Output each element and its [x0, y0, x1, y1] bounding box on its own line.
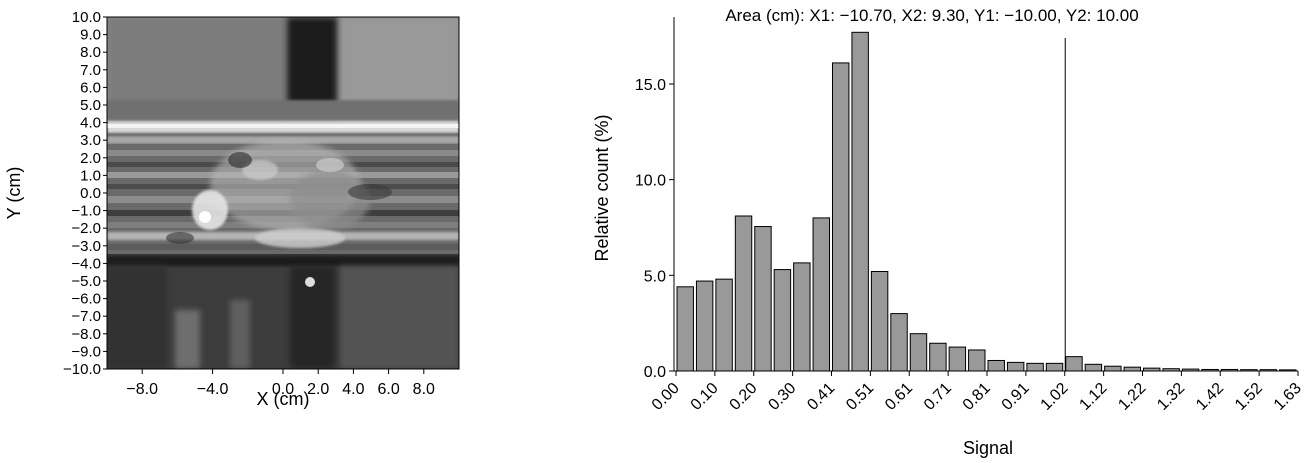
- histogram-x-axis-label: Signal: [963, 438, 1013, 458]
- histogram-x-tick-label: 1.52: [1232, 380, 1266, 414]
- heatmap-x-tick-label: −8.0: [126, 381, 158, 398]
- histogram-x-tick-label: 0.30: [765, 380, 799, 414]
- histogram-bar: [773, 269, 792, 372]
- histogram-bar: [812, 217, 830, 372]
- heatmap-y-tick-label: 3.0: [80, 132, 101, 149]
- histogram-x-tick-label: 1.42: [1193, 380, 1227, 414]
- histogram-bar: [909, 333, 928, 372]
- histogram-x-tick-label: 0.81: [960, 380, 994, 414]
- histogram-bar: [1104, 365, 1122, 372]
- histogram-bar: [1006, 361, 1025, 372]
- histogram-x-tick-label: 0.10: [688, 380, 722, 414]
- heatmap-y-tick-label: −5.0: [71, 273, 101, 290]
- histogram-bar: [1065, 356, 1083, 372]
- heatmap-x-tick-label: 8.0: [413, 381, 435, 398]
- histogram-x-tick-label: 1.63: [1271, 380, 1305, 414]
- histogram-y-tick-label: 5.0: [644, 268, 666, 285]
- heatmap-x-tick-label: 2.0: [307, 381, 329, 398]
- heatmap-y-axis-label: Y (cm): [4, 167, 24, 220]
- histogram-x-tick-label: 0.00: [649, 380, 683, 414]
- histogram-bar: [987, 359, 1005, 372]
- histogram-bar: [676, 286, 694, 372]
- histogram-bar: [793, 262, 811, 372]
- heatmap-y-tick-label: 6.0: [80, 79, 101, 96]
- histogram-bar: [851, 31, 869, 372]
- heatmap-y-tick-label: −1.0: [71, 203, 101, 220]
- heatmap-x-tick-label: −4.0: [197, 381, 229, 398]
- heatmap-y-tick-label: 8.0: [80, 44, 101, 61]
- histogram-x-tick-label: 1.02: [1038, 380, 1072, 414]
- heatmap-y-tick-label: −9.0: [71, 343, 101, 360]
- histogram-x-tick-label: 0.20: [727, 380, 761, 414]
- heatmap-x-axis-label: X (cm): [257, 389, 310, 409]
- histogram-x-tick-label: 0.41: [804, 380, 838, 414]
- histogram-bar: [890, 313, 908, 372]
- heatmap-y-tick-label: −8.0: [71, 326, 101, 343]
- histogram-bar: [695, 280, 714, 372]
- histogram-x-tick-label: 0.91: [999, 380, 1033, 414]
- histogram-x-tick-label: 1.22: [1115, 380, 1149, 414]
- histogram-bar: [734, 215, 753, 372]
- histogram-bar: [715, 278, 733, 372]
- histogram-bar: [929, 342, 947, 372]
- heatmap-y-tick-label: −2.0: [71, 220, 101, 237]
- histogram-bar: [1045, 362, 1064, 372]
- histogram-x-tick-label: 1.12: [1076, 380, 1110, 414]
- histogram-y-tick-label: 15.0: [635, 77, 666, 94]
- histogram-x-tick-label: 0.51: [843, 380, 877, 414]
- heatmap-x-tick-label: 6.0: [377, 381, 399, 398]
- histogram-x-tick-label: 1.32: [1154, 380, 1188, 414]
- histogram-bar: [754, 226, 772, 372]
- heatmap-x-tick-label: 0.0: [272, 381, 294, 398]
- heatmap-y-tick-label: 9.0: [80, 27, 101, 44]
- heatmap-x-tick-label: 4.0: [342, 381, 364, 398]
- histogram-bar: [1084, 363, 1103, 372]
- histogram-bar: [832, 62, 850, 372]
- histogram-bar: [968, 349, 986, 372]
- heatmap-y-tick-label: 1.0: [80, 167, 101, 184]
- heatmap-y-tick-label: 5.0: [80, 97, 101, 114]
- heatmap-y-tick-label: −7.0: [71, 308, 101, 325]
- histogram-y-tick-label: 0.0: [644, 364, 666, 381]
- histogram-x-tick-label: 0.71: [921, 380, 955, 414]
- histogram-bar: [948, 346, 967, 372]
- histogram-bar: [870, 270, 889, 372]
- heatmap-panel: 10.09.08.07.06.05.04.03.02.01.00.0−1.0−2…: [4, 9, 460, 409]
- heatmap-y-tick-label: 10.0: [72, 9, 101, 26]
- heatmap-y-tick-label: 4.0: [80, 115, 101, 132]
- heatmap-y-tick-label: 0.0: [80, 185, 101, 202]
- histogram-title: Area (cm): X1: −10.70, X2: 9.30, Y1: −10…: [725, 6, 1138, 25]
- heatmap-y-tick-label: 7.0: [80, 62, 101, 79]
- histogram-panel: Area (cm): X1: −10.70, X2: 9.30, Y1: −10…: [592, 6, 1305, 458]
- heatmap-y-tick-label: −3.0: [71, 238, 101, 255]
- histogram-x-tick-label: 0.61: [882, 380, 916, 414]
- histogram-y-axis-label: Relative count (%): [592, 114, 612, 261]
- heatmap-image: [107, 17, 459, 369]
- heatmap-y-tick-label: −4.0: [71, 255, 101, 272]
- histogram-y-tick-label: 10.0: [635, 173, 666, 190]
- histogram-bar: [1026, 362, 1044, 372]
- heatmap-y-tick-label: −6.0: [71, 291, 101, 308]
- heatmap-y-tick-label: −10.0: [63, 361, 101, 378]
- histogram-bar: [1123, 366, 1141, 372]
- heatmap-y-tick-label: 2.0: [80, 150, 101, 167]
